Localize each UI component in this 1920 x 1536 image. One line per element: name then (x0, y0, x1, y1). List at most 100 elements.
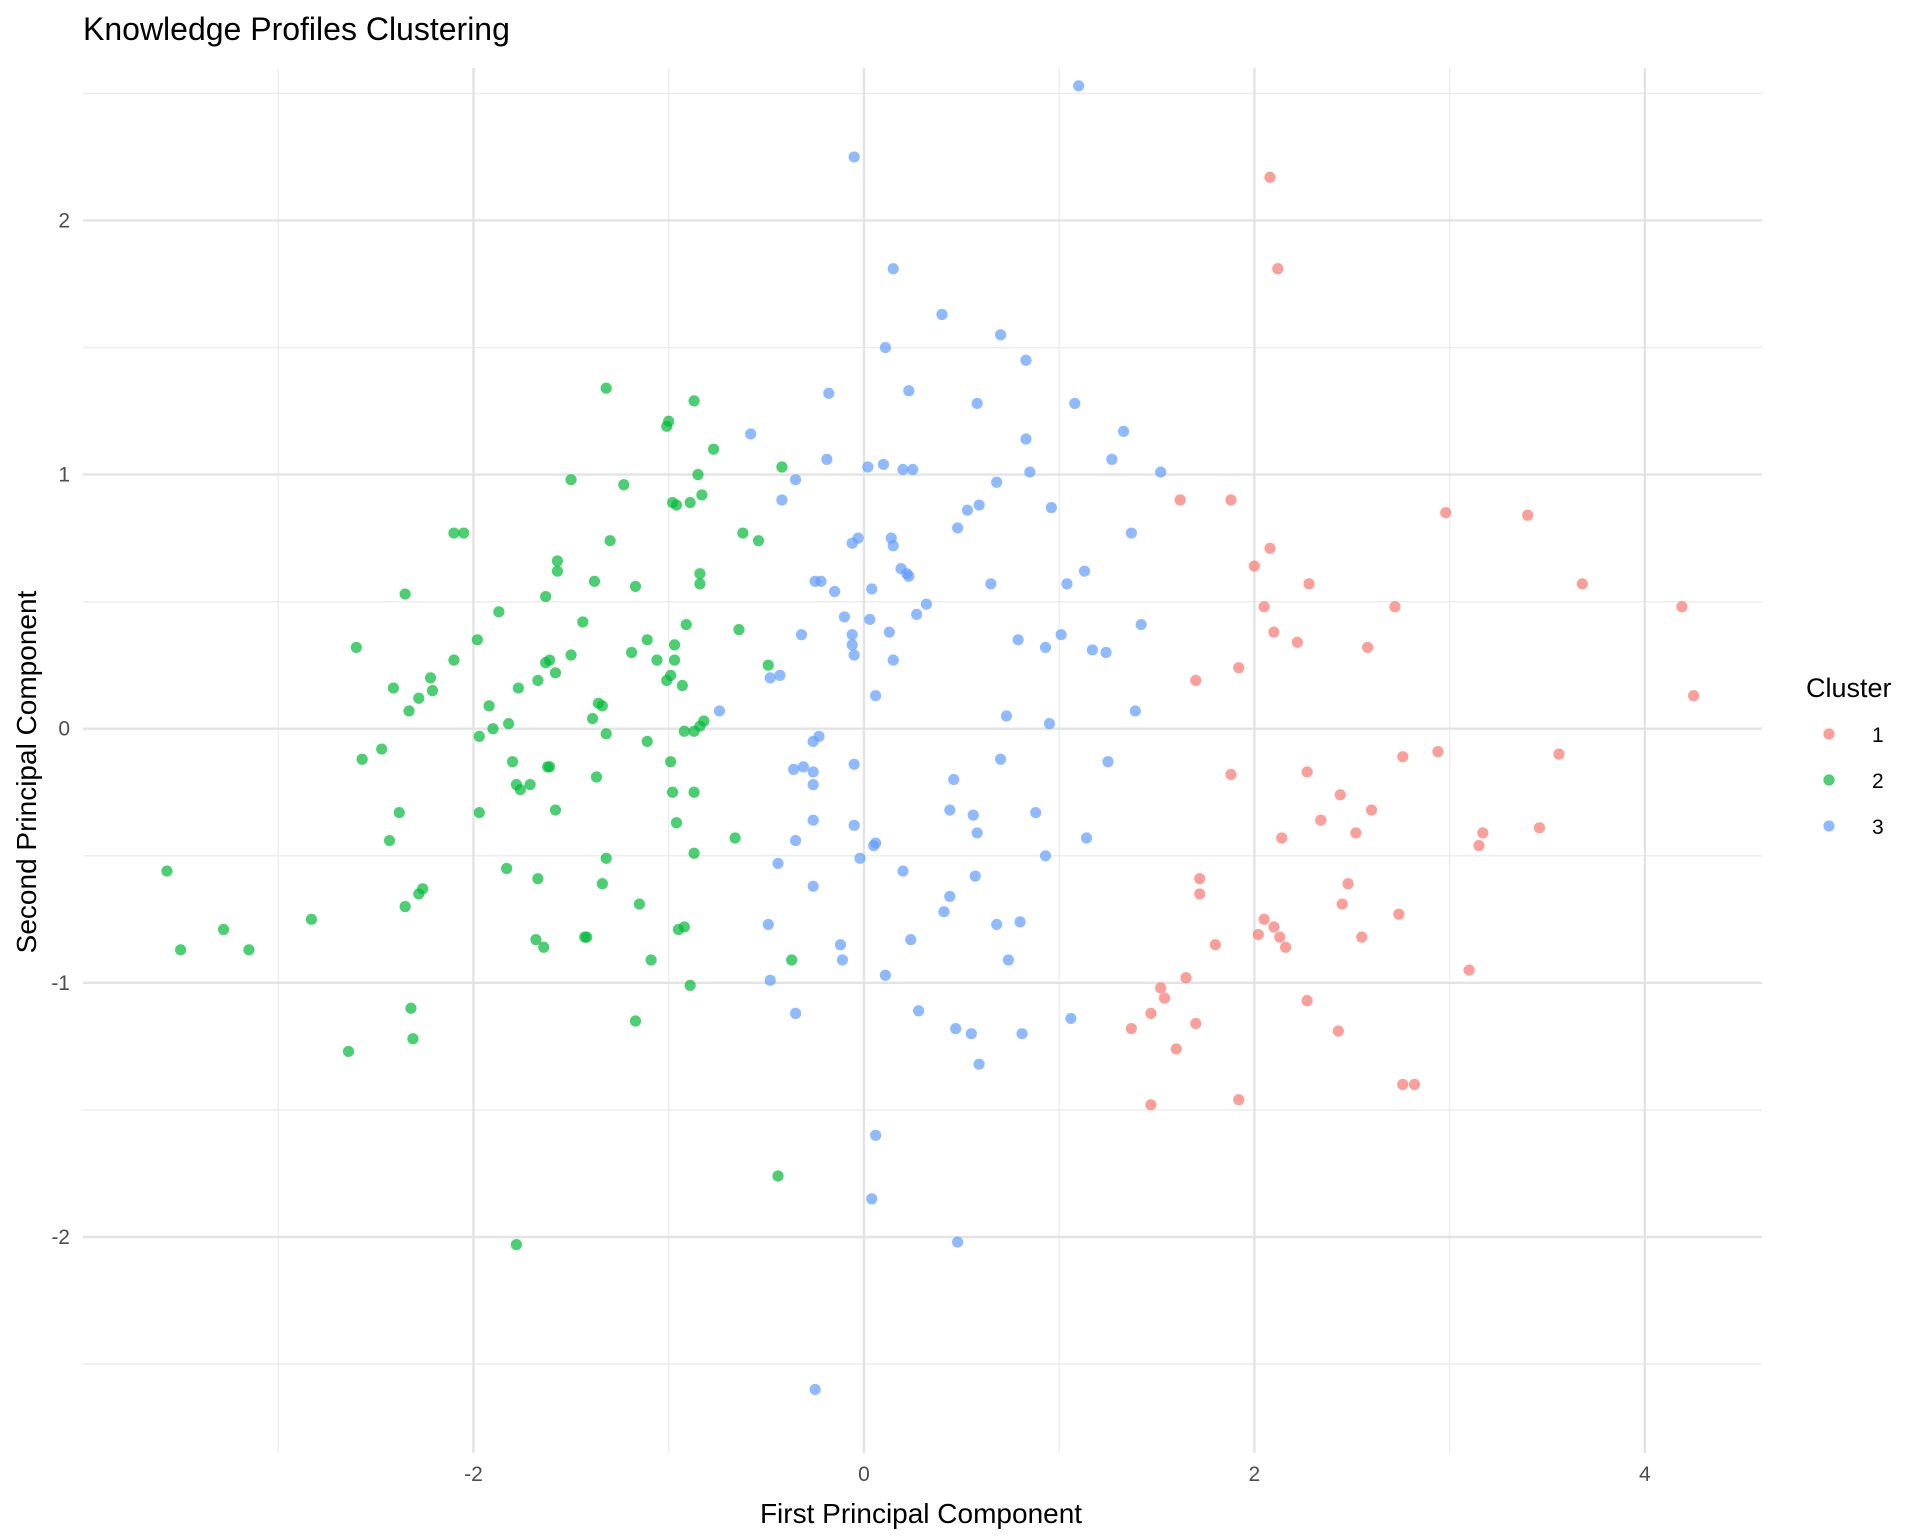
data-point (1393, 908, 1405, 920)
data-point (1332, 1025, 1344, 1037)
data-point (776, 494, 788, 506)
data-point (985, 578, 997, 590)
data-point (795, 629, 808, 641)
data-point (1080, 832, 1093, 844)
data-point (540, 590, 552, 603)
data-point (1408, 1078, 1421, 1091)
data-point (737, 527, 749, 539)
data-point (1000, 710, 1013, 722)
data-point (1145, 1099, 1157, 1111)
data-point (1315, 814, 1327, 826)
data-point (668, 639, 681, 651)
data-point (1280, 941, 1292, 953)
data-point (1676, 601, 1688, 613)
data-point (1233, 1094, 1245, 1106)
data-point (961, 504, 974, 516)
data-point (676, 679, 688, 692)
legend-key (1823, 774, 1835, 786)
data-point (1012, 634, 1024, 646)
data-point (944, 804, 956, 816)
data-point (1106, 453, 1118, 465)
data-point (1252, 928, 1264, 941)
series-cluster-2 (161, 382, 798, 1251)
data-point (512, 682, 524, 694)
data-point (532, 873, 544, 885)
data-point (911, 608, 923, 620)
chart-title: Knowledge Profiles Clustering (83, 11, 510, 47)
data-point (1125, 1023, 1137, 1035)
data-point (713, 705, 726, 717)
data-point (789, 834, 802, 847)
data-point (971, 827, 983, 839)
data-point (952, 522, 964, 534)
data-point (948, 773, 960, 786)
data-point (1533, 822, 1546, 834)
x-tick-label: 0 (858, 1463, 870, 1486)
data-point (797, 761, 810, 773)
data-point (667, 786, 679, 798)
data-point (1440, 507, 1452, 519)
data-point (1389, 601, 1401, 613)
data-point (1073, 80, 1085, 92)
data-point (1117, 425, 1130, 438)
data-point (684, 979, 696, 992)
data-point (897, 865, 909, 877)
data-point (897, 463, 909, 476)
data-point (821, 453, 833, 465)
data-point (1688, 690, 1700, 702)
data-point (1291, 636, 1303, 648)
data-point (1158, 992, 1171, 1004)
data-point (1145, 1007, 1157, 1019)
data-point (1016, 1028, 1028, 1040)
data-point (912, 1005, 925, 1017)
data-point (448, 527, 460, 539)
data-point (994, 329, 1007, 341)
data-point (565, 649, 577, 661)
data-point (883, 626, 895, 638)
data-point (426, 685, 439, 697)
data-point (1002, 954, 1015, 966)
data-point (772, 1170, 784, 1182)
data-point (764, 672, 776, 684)
data-point (581, 931, 593, 943)
data-point (1100, 646, 1112, 659)
data-point (866, 583, 878, 595)
data-point (1061, 578, 1073, 590)
data-point (848, 758, 860, 770)
data-point (506, 756, 519, 768)
data-point (1155, 466, 1167, 478)
data-point (1576, 578, 1588, 590)
data-point (661, 420, 673, 432)
data-point (1553, 748, 1565, 760)
data-point (991, 476, 1003, 488)
data-point (217, 923, 230, 936)
data-point (1274, 931, 1286, 943)
data-point (1477, 827, 1489, 839)
data-point (645, 954, 657, 966)
data-point (848, 151, 860, 163)
y-tick-label: 1 (58, 464, 70, 487)
data-point (1086, 644, 1098, 656)
data-point (836, 954, 849, 966)
data-point (973, 499, 985, 511)
data-point (1045, 502, 1057, 514)
data-point (864, 613, 876, 626)
data-point (688, 395, 700, 407)
data-point (600, 852, 612, 864)
data-point (846, 639, 858, 651)
data-point (905, 934, 917, 946)
data-point (938, 906, 950, 918)
data-point (1014, 916, 1026, 928)
data-point (1276, 832, 1288, 844)
data-point (838, 611, 851, 623)
data-point (473, 806, 485, 819)
data-point (733, 624, 745, 636)
data-point (413, 888, 425, 900)
data-point (1020, 354, 1032, 366)
data-point (1365, 804, 1378, 816)
data-point (356, 753, 368, 765)
data-point (1170, 1043, 1182, 1055)
data-point (1174, 494, 1186, 506)
data-point (973, 1058, 985, 1070)
data-point (305, 913, 318, 925)
